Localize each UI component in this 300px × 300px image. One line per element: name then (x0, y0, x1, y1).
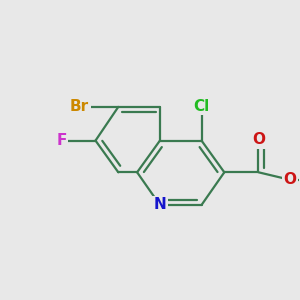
Text: O: O (283, 172, 296, 187)
Text: Br: Br (70, 99, 89, 114)
Text: O: O (252, 132, 265, 147)
Text: F: F (56, 133, 67, 148)
Text: Cl: Cl (194, 99, 210, 114)
Text: N: N (154, 197, 166, 212)
